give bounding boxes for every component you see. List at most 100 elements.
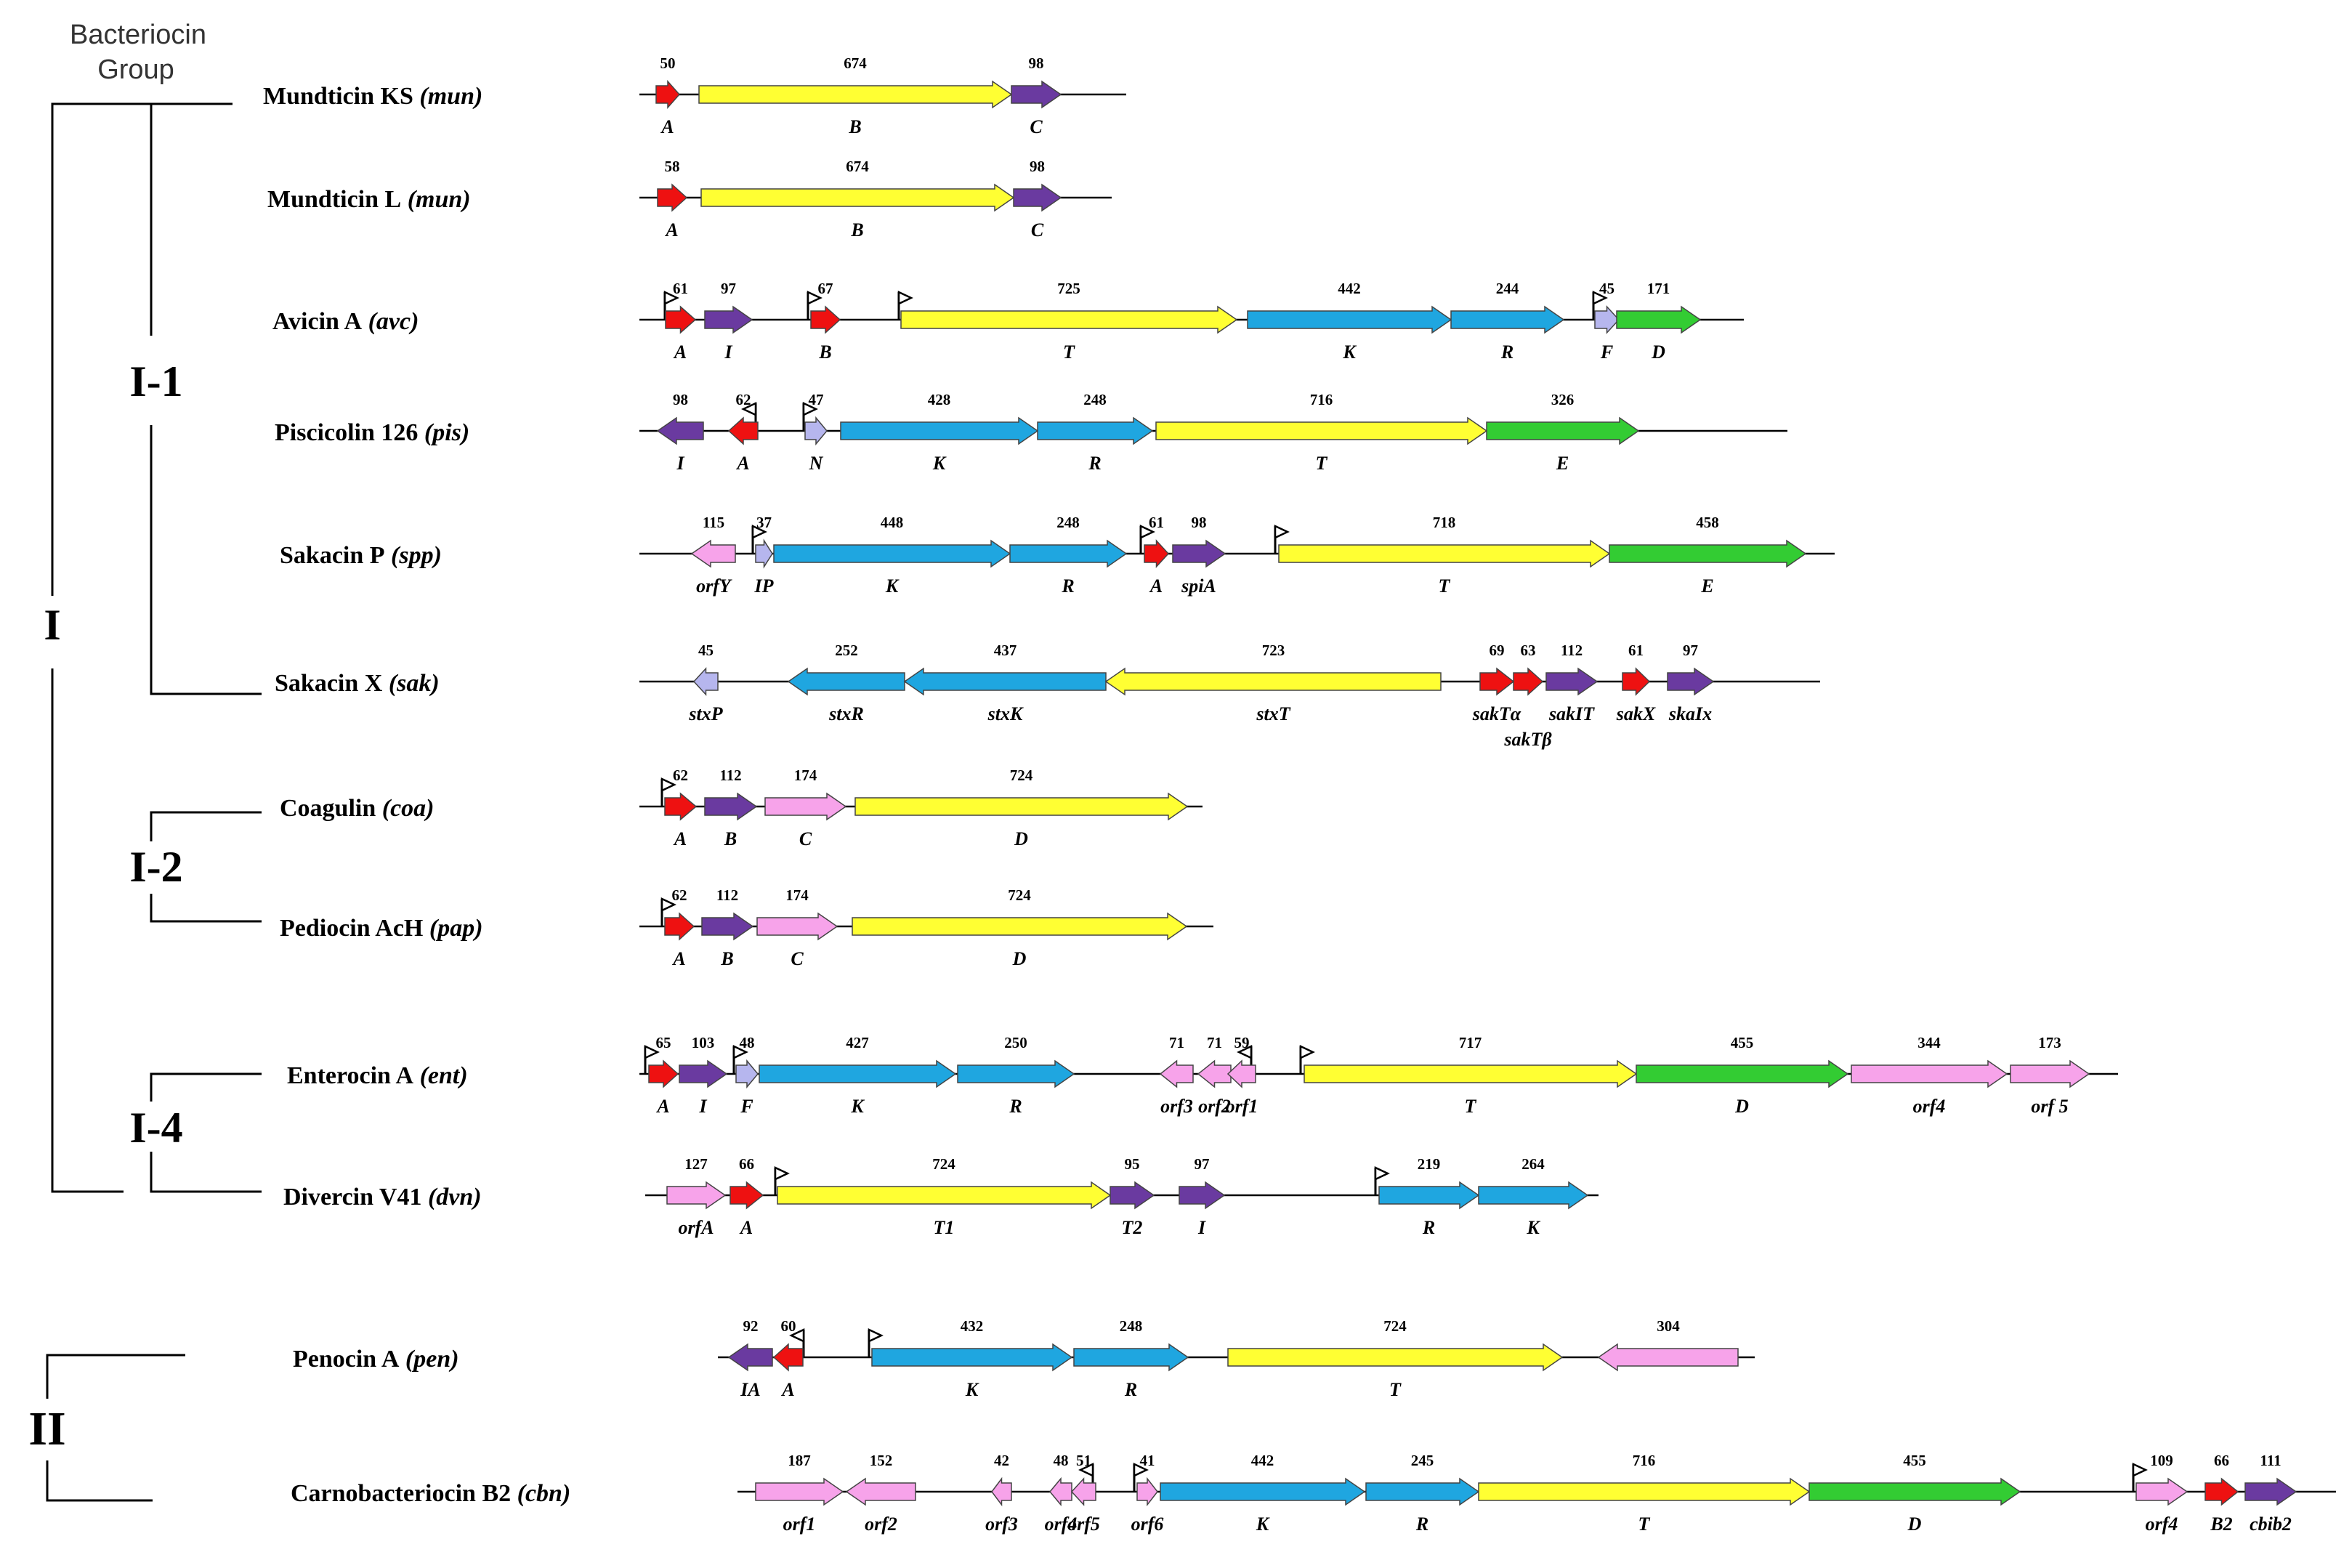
gene-name-label: sakTβ <box>1503 729 1552 750</box>
gene-arrow-a <box>664 912 695 941</box>
gene-arrow-spia <box>1172 539 1226 568</box>
gene-name-label: orf 5 <box>2031 1096 2068 1117</box>
figure-title-line2: Group <box>97 54 174 85</box>
promoter-icon <box>789 1328 805 1357</box>
gene-arrow-orfa <box>666 1181 727 1210</box>
gene-arrow-t <box>900 305 1238 334</box>
gene-arrow-stxt <box>1104 667 1442 696</box>
gene-name-label: D <box>1734 1096 1749 1117</box>
gene-size-label: 103 <box>692 1034 715 1051</box>
group-label-I: I <box>44 601 60 649</box>
gene-size-label: 112 <box>1561 642 1583 659</box>
promoter-icon <box>1133 1463 1149 1492</box>
cluster-label-penocin-a: Penocin A (pen) <box>293 1346 459 1373</box>
cluster-name: Sakacin X <box>275 670 383 697</box>
gene-arrow-e <box>1609 539 1807 568</box>
gene-arrow-a <box>730 1181 764 1210</box>
gene-arrow-orf5 <box>1070 1477 1096 1506</box>
gene-arrow-f <box>735 1059 759 1089</box>
gene-name-label: orf1 <box>783 1514 816 1535</box>
gene-arrow-i <box>1179 1181 1226 1210</box>
gene-size-label: 724 <box>1383 1317 1407 1335</box>
cluster-abbr: (dvn) <box>421 1184 481 1211</box>
gene-size-label: 66 <box>739 1155 754 1173</box>
gene-size-label: 61 <box>673 280 688 297</box>
gene-arrow-k <box>1160 1477 1366 1506</box>
gene-size-label: 37 <box>756 514 772 531</box>
gene-name-label: skaIx <box>1668 703 1712 724</box>
gene-name-label: spiA <box>1181 575 1216 597</box>
gene-name-label: D <box>1014 828 1028 849</box>
gene-size-label: 111 <box>2260 1452 2281 1469</box>
gene-size-label: 50 <box>660 54 676 72</box>
cluster-divercin-v41: Divercin V41 (dvn) 127 orfA 66 A 724 T1 95 T2 97 I… <box>283 1155 1599 1238</box>
gene-name-label: A <box>671 948 685 969</box>
gene-size-label: 51 <box>1076 1452 1091 1469</box>
promoter-icon <box>897 291 913 320</box>
cluster-label-carnobacteriocin-b2: Carnobacteriocin B2 (cbn) <box>291 1480 570 1507</box>
gene-arrow-cbib2 <box>2244 1477 2297 1506</box>
gene-name-label: T <box>1638 1514 1651 1535</box>
cluster-label-mundticin-ks: Mundticin KS (mun) <box>263 83 482 110</box>
gene-size-label: 252 <box>835 642 858 659</box>
gene-arrow-k <box>840 416 1039 445</box>
cluster-carnobacteriocin-b2: Carnobacteriocin B2 (cbn) 187 orf1 152 orf2 4… <box>291 1452 2336 1535</box>
gene-size-label: 171 <box>1647 280 1670 297</box>
gene-name-label: sakTα <box>1472 703 1521 724</box>
cluster-name: Divercin V41 <box>283 1184 421 1211</box>
cluster-label-piscicolin-126: Piscicolin 126 (pis) <box>275 419 469 446</box>
gene-arrow-i <box>679 1059 728 1088</box>
gene-arrow-r <box>1009 539 1128 568</box>
promoter-icon <box>1592 291 1608 320</box>
gene-size-label: 59 <box>1234 1034 1250 1051</box>
gene-arrow-orf4 <box>1851 1059 2008 1088</box>
gene-arrow-orf2 <box>1197 1059 1232 1088</box>
gene-name-label: B <box>724 828 737 849</box>
gene-size-label: 264 <box>1521 1155 1545 1173</box>
tree-branch-II-top <box>46 1354 185 1399</box>
gene-size-label: 174 <box>794 767 817 784</box>
gene-arrow-sakt <box>1513 667 1544 696</box>
promoter-icon <box>751 525 767 554</box>
gene-name-label: B <box>848 116 861 137</box>
gene-name-label: orf2 <box>865 1514 897 1535</box>
gene-size-label: 244 <box>1496 280 1519 297</box>
gene-size-label: 109 <box>2150 1452 2173 1469</box>
gene-size-label: 442 <box>1251 1452 1274 1469</box>
gene-name-label: C <box>1031 219 1044 241</box>
gene-name-label: A <box>1149 575 1163 597</box>
gene-size-label: 92 <box>743 1317 759 1335</box>
gene-name-label: orfY <box>696 575 732 597</box>
gene-size-label: 112 <box>719 767 741 784</box>
gene-name-label: K <box>1256 1514 1270 1535</box>
gene-arrow-t2 <box>1110 1181 1155 1210</box>
gene-size-label: 97 <box>1195 1155 1210 1173</box>
gene-name-label: B <box>850 219 863 241</box>
gene-name-label: A <box>780 1379 794 1400</box>
gene-arrow-a <box>1144 539 1170 568</box>
figure-title-line1: Bacteriocin <box>70 20 206 50</box>
gene-size-label: 187 <box>788 1452 811 1469</box>
gene-arrow-orf1 <box>755 1477 844 1506</box>
cluster-abbr: (mun) <box>413 83 482 110</box>
gene-size-label: 326 <box>1551 391 1575 408</box>
gene-size-label: 458 <box>1696 514 1719 531</box>
promoter-icon <box>1374 1166 1390 1195</box>
cluster-coagulin: Coagulin (coa) 62 A 112 B 174 C 724 D <box>280 767 1203 849</box>
cluster-abbr: (spp) <box>385 542 442 569</box>
gene-size-label: 455 <box>1731 1034 1754 1051</box>
gene-size-label: 442 <box>1338 280 1361 297</box>
gene-size-label: 250 <box>1004 1034 1027 1051</box>
gene-arrow-ip <box>755 538 773 569</box>
gene-name-label: K <box>1342 342 1357 363</box>
group-label-I-2: I-2 <box>129 843 182 891</box>
gene-name-label: stxT <box>1256 703 1290 724</box>
promoter-icon <box>802 402 818 431</box>
promoter-icon <box>774 1166 790 1195</box>
gene-size-label: 69 <box>1490 642 1505 659</box>
gene-name-label: I <box>676 453 684 474</box>
gene-arrow-r <box>1365 1477 1480 1506</box>
gene-arrow-e <box>1486 416 1640 445</box>
gene-name-label: A <box>739 1217 753 1238</box>
gene-name-label: stxR <box>828 703 864 724</box>
